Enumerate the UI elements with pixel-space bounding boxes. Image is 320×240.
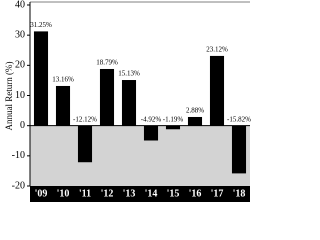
bar bbox=[143, 125, 159, 141]
x-tick-label: '18 bbox=[233, 188, 246, 199]
value-label: 2.88% bbox=[186, 107, 204, 115]
negative-region bbox=[30, 125, 250, 186]
x-tick-label: '12 bbox=[101, 188, 114, 199]
bar bbox=[33, 31, 49, 126]
y-tick-label: 20 bbox=[15, 60, 25, 71]
bar bbox=[187, 116, 203, 126]
value-label: -15.82% bbox=[227, 115, 251, 123]
bar bbox=[231, 125, 247, 174]
x-tick-label: '13 bbox=[123, 188, 136, 199]
y-axis-label: Annual Return (%) bbox=[4, 62, 14, 131]
value-label: -1.19% bbox=[163, 115, 184, 123]
y-tick-label: 30 bbox=[15, 29, 25, 40]
bar bbox=[165, 125, 181, 130]
bar bbox=[55, 85, 71, 126]
x-label-band bbox=[30, 186, 250, 202]
value-label: -12.12% bbox=[73, 115, 97, 123]
value-label: 31.25% bbox=[30, 21, 52, 29]
bar bbox=[209, 55, 225, 126]
bar bbox=[77, 125, 93, 163]
value-label: 13.16% bbox=[52, 76, 74, 84]
x-tick-label: '14 bbox=[145, 188, 158, 199]
x-tick-label: '17 bbox=[211, 188, 224, 199]
value-label: 15.13% bbox=[118, 70, 140, 78]
chart: Annual Return (%) -20 -10 0 10 20 30 40 '09 31.2… bbox=[4, 0, 251, 202]
y-tick-label: 10 bbox=[15, 90, 25, 101]
bar bbox=[99, 68, 115, 126]
x-tick-label: '11 bbox=[79, 188, 91, 199]
x-tick-label: '15 bbox=[167, 188, 180, 199]
x-tick-label: '10 bbox=[57, 188, 70, 199]
value-label: 23.12% bbox=[206, 46, 228, 54]
x-tick-label: '09 bbox=[35, 188, 48, 199]
y-tick-label: -20 bbox=[12, 180, 25, 191]
y-tick-label: 0 bbox=[20, 120, 25, 131]
x-tick-label: '16 bbox=[189, 188, 202, 199]
y-tick-label: -10 bbox=[12, 150, 25, 161]
value-label: 18.79% bbox=[96, 59, 118, 67]
value-label: -4.92% bbox=[141, 115, 162, 123]
y-tick-label: 40 bbox=[15, 0, 25, 10]
bar bbox=[121, 80, 137, 126]
